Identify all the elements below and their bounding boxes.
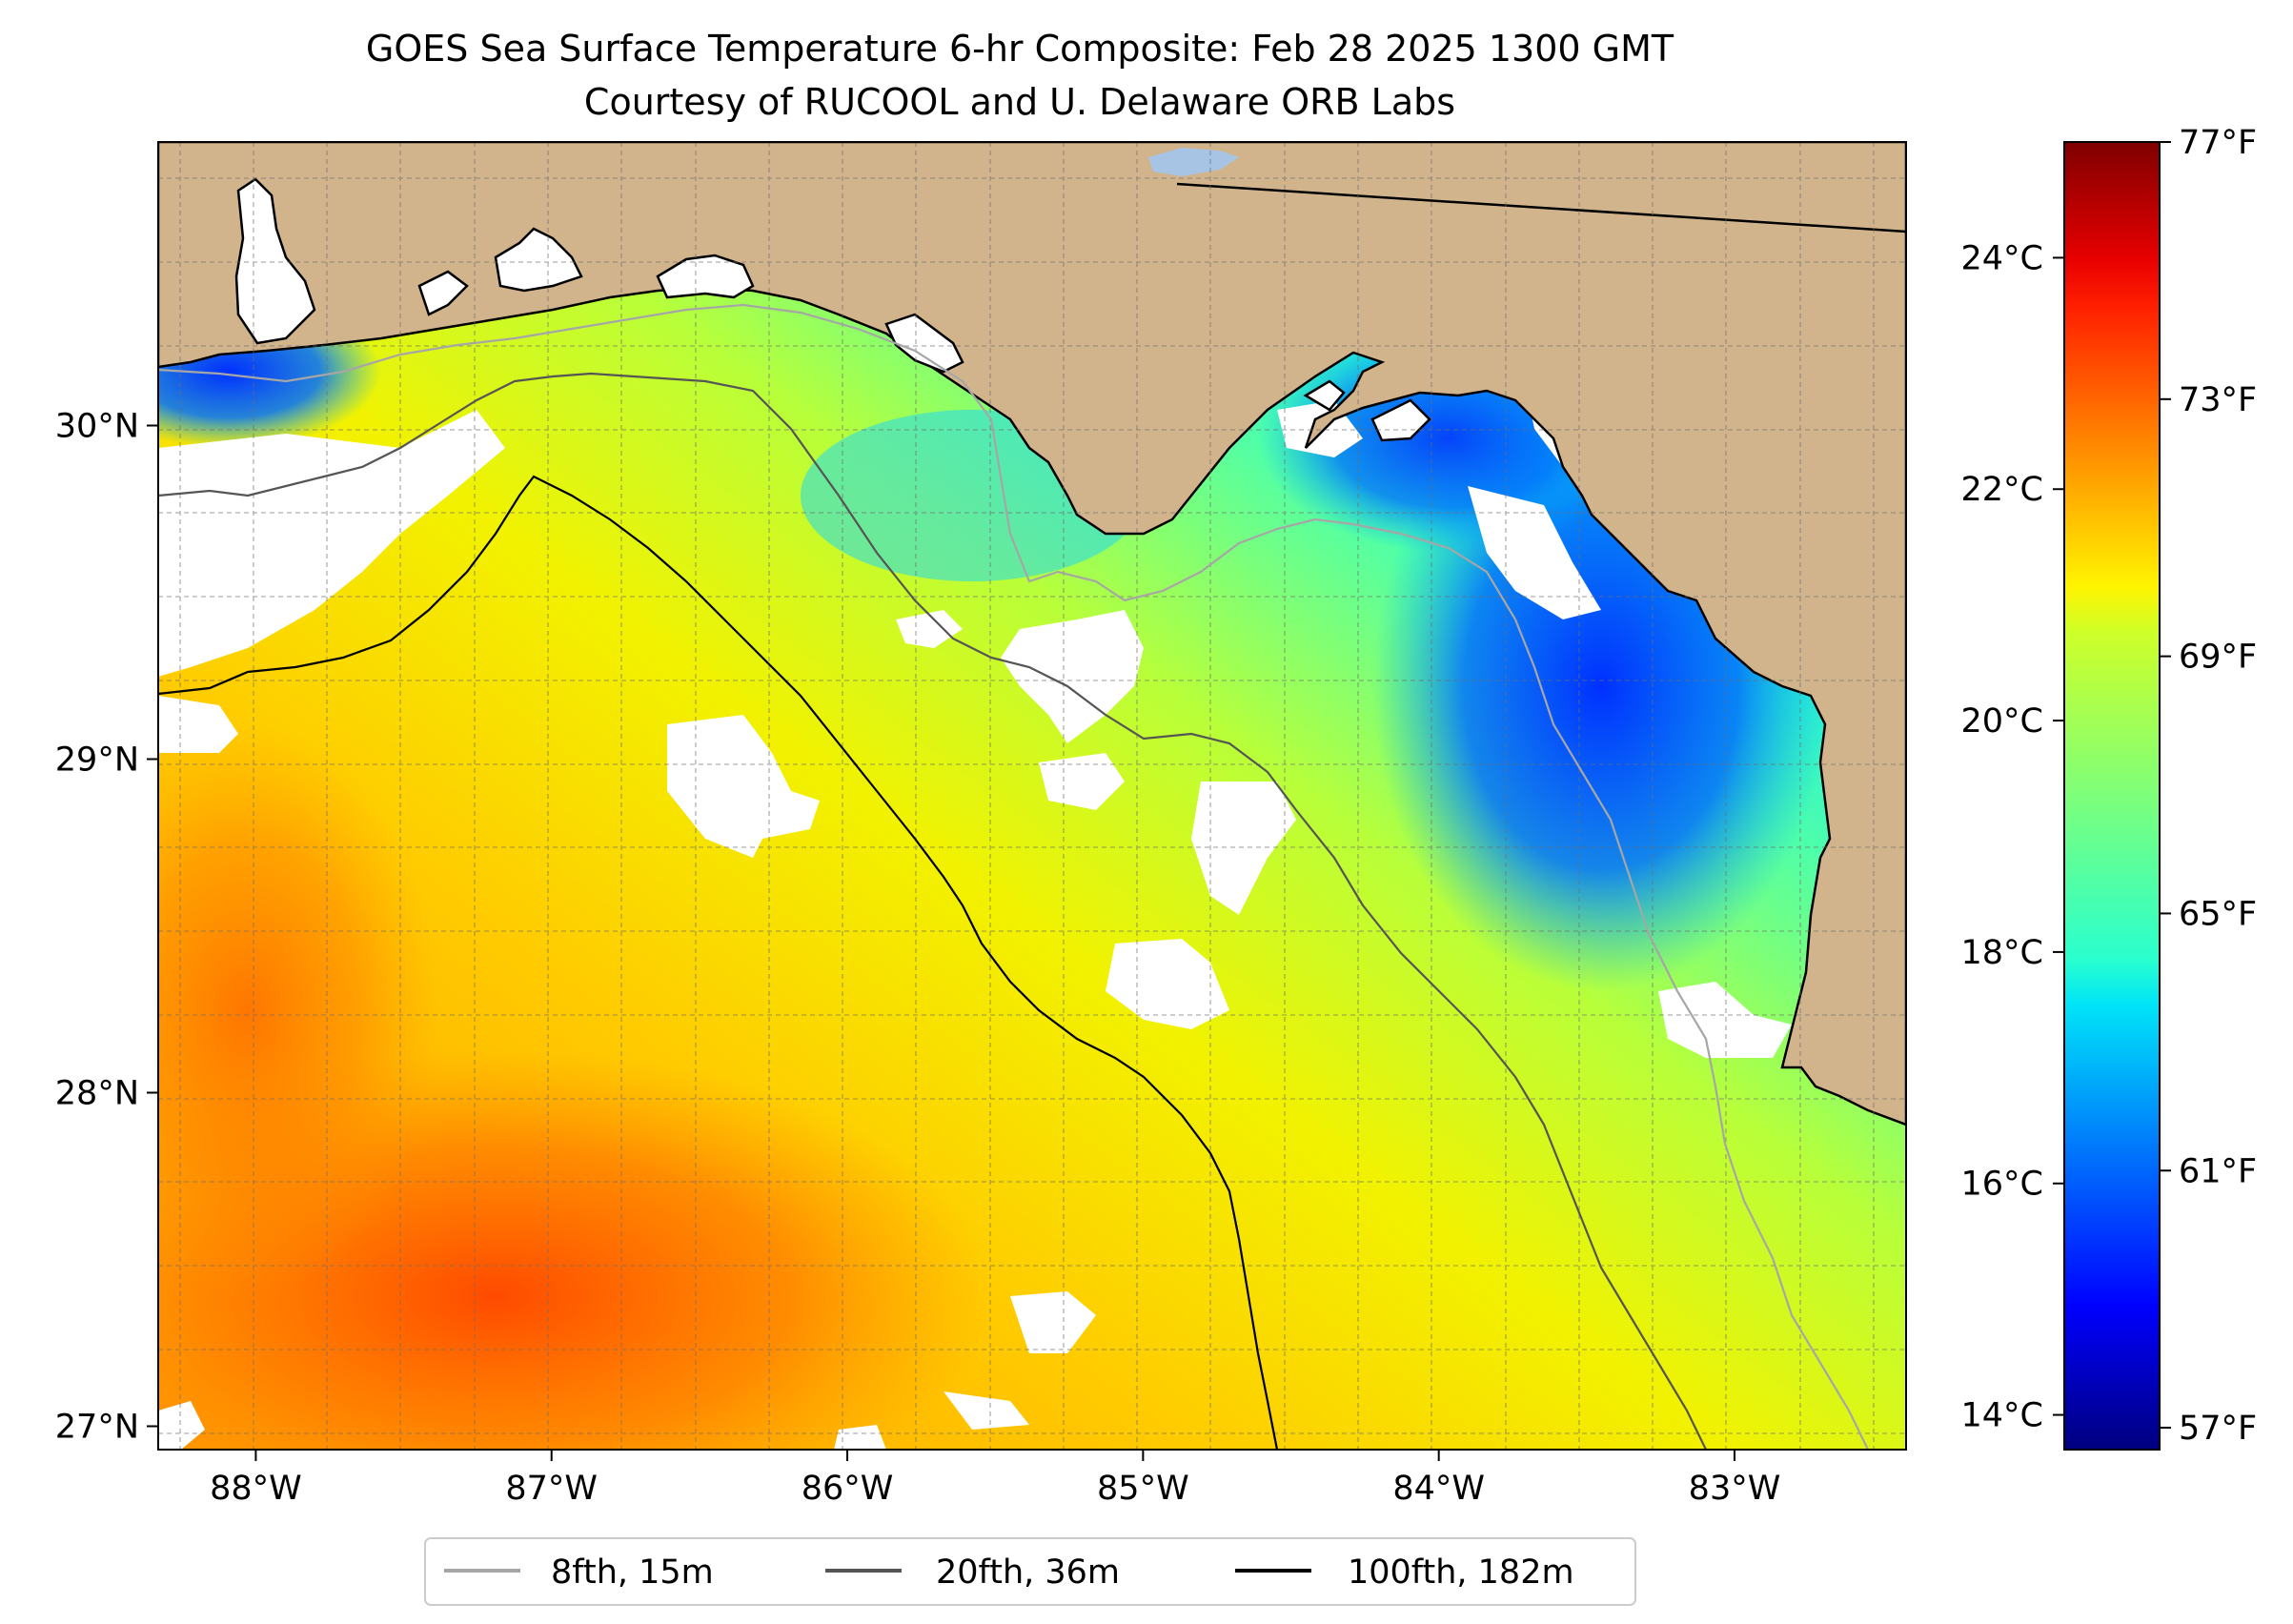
lon-tick-label: 85°W xyxy=(1097,1470,1189,1508)
legend-label-100fth: 100fth, 182m xyxy=(1348,1553,1574,1592)
lon-tick-label: 87°W xyxy=(505,1470,598,1508)
lat-tick-label: 30°N xyxy=(55,408,139,446)
lat-tick-label: 28°N xyxy=(55,1075,139,1113)
isobath-100fth-line xyxy=(158,475,1279,1450)
colorbar xyxy=(2063,141,2161,1451)
fahrenheit-tick-label: 57°F xyxy=(2179,1410,2257,1448)
lat-tick-label: 27°N xyxy=(55,1409,139,1447)
fahrenheit-tick-label: 65°F xyxy=(2179,895,2257,933)
celsius-tick-label: 18°C xyxy=(1961,934,2043,972)
lon-tick-label: 88°W xyxy=(210,1470,302,1508)
longitude-axis: 88°W 87°W 86°W 85°W 84°W 83°W xyxy=(210,1450,1780,1508)
legend-label-8fth: 8fth, 15m xyxy=(551,1553,714,1592)
state-boundary xyxy=(1176,182,1906,233)
celsius-tick-label: 22°C xyxy=(1961,471,2043,509)
lon-tick-label: 83°W xyxy=(1689,1470,1781,1508)
no-data-patches xyxy=(158,381,1792,1450)
celsius-tick-label: 24°C xyxy=(1961,239,2043,277)
isobath-8fth-line xyxy=(158,303,1869,1450)
lake xyxy=(1148,148,1239,176)
gridlines xyxy=(158,142,1906,1450)
latitude-axis: 27°N 28°N 29°N 30°N xyxy=(55,408,158,1447)
fahrenheit-tick-label: 69°F xyxy=(2179,639,2257,677)
celsius-tick-label: 16°C xyxy=(1961,1166,2043,1204)
isobath-20fth-line xyxy=(158,372,1707,1450)
celsius-tick-label: 20°C xyxy=(1961,702,2043,741)
celsius-tick-label: 14°C xyxy=(1961,1397,2043,1435)
lon-tick-label: 84°W xyxy=(1392,1470,1485,1508)
colorbar-celsius-axis: 14°C 16°C 18°C 20°C 22°C 24°C xyxy=(1961,239,2064,1435)
colorbar-fahrenheit-axis: 57°F 61°F 65°F 69°F 73°F 77°F xyxy=(2160,124,2257,1448)
lon-tick-label: 86°W xyxy=(802,1470,894,1508)
fahrenheit-tick-label: 61°F xyxy=(2179,1152,2257,1190)
fahrenheit-tick-label: 73°F xyxy=(2179,381,2257,419)
legend-label-20fth: 20fth, 36m xyxy=(936,1553,1120,1592)
map-area[interactable] xyxy=(0,142,1906,1544)
fahrenheit-tick-label: 77°F xyxy=(2179,124,2257,162)
warm-water-region xyxy=(158,724,438,1296)
legend: 8fth, 15m 20fth, 36m 100fth, 182m xyxy=(424,1537,1636,1606)
map-subtitle: Courtesy of RUCOOL and U. Delaware ORB L… xyxy=(584,81,1455,123)
bays xyxy=(234,177,1431,442)
legend-box xyxy=(424,1537,1636,1606)
map-title: GOES Sea Surface Temperature 6-hr Compos… xyxy=(366,28,1674,70)
lat-tick-label: 29°N xyxy=(55,741,139,780)
map-frame xyxy=(157,141,1907,1451)
